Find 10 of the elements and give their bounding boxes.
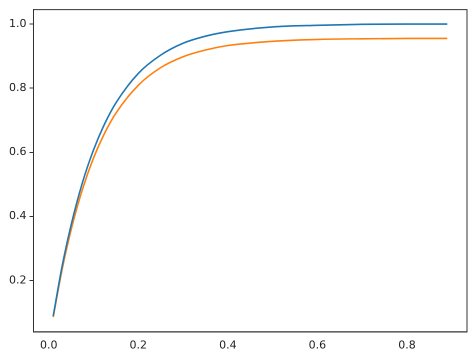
x-tick-label: 0.6 bbox=[308, 338, 326, 352]
y-tick-label: 0.4 bbox=[8, 209, 26, 222]
x-tick-label: 0.8 bbox=[398, 338, 416, 352]
x-tick-label: 0.2 bbox=[130, 338, 148, 352]
y-tick-label: 0.8 bbox=[8, 81, 26, 94]
y-tick-label: 0.6 bbox=[8, 145, 26, 158]
x-tick-label: 0.4 bbox=[219, 338, 237, 352]
y-tick-label: 1.0 bbox=[8, 16, 26, 30]
y-tick-label: 0.2 bbox=[8, 273, 26, 286]
x-tick-label: 0.0 bbox=[40, 338, 58, 352]
